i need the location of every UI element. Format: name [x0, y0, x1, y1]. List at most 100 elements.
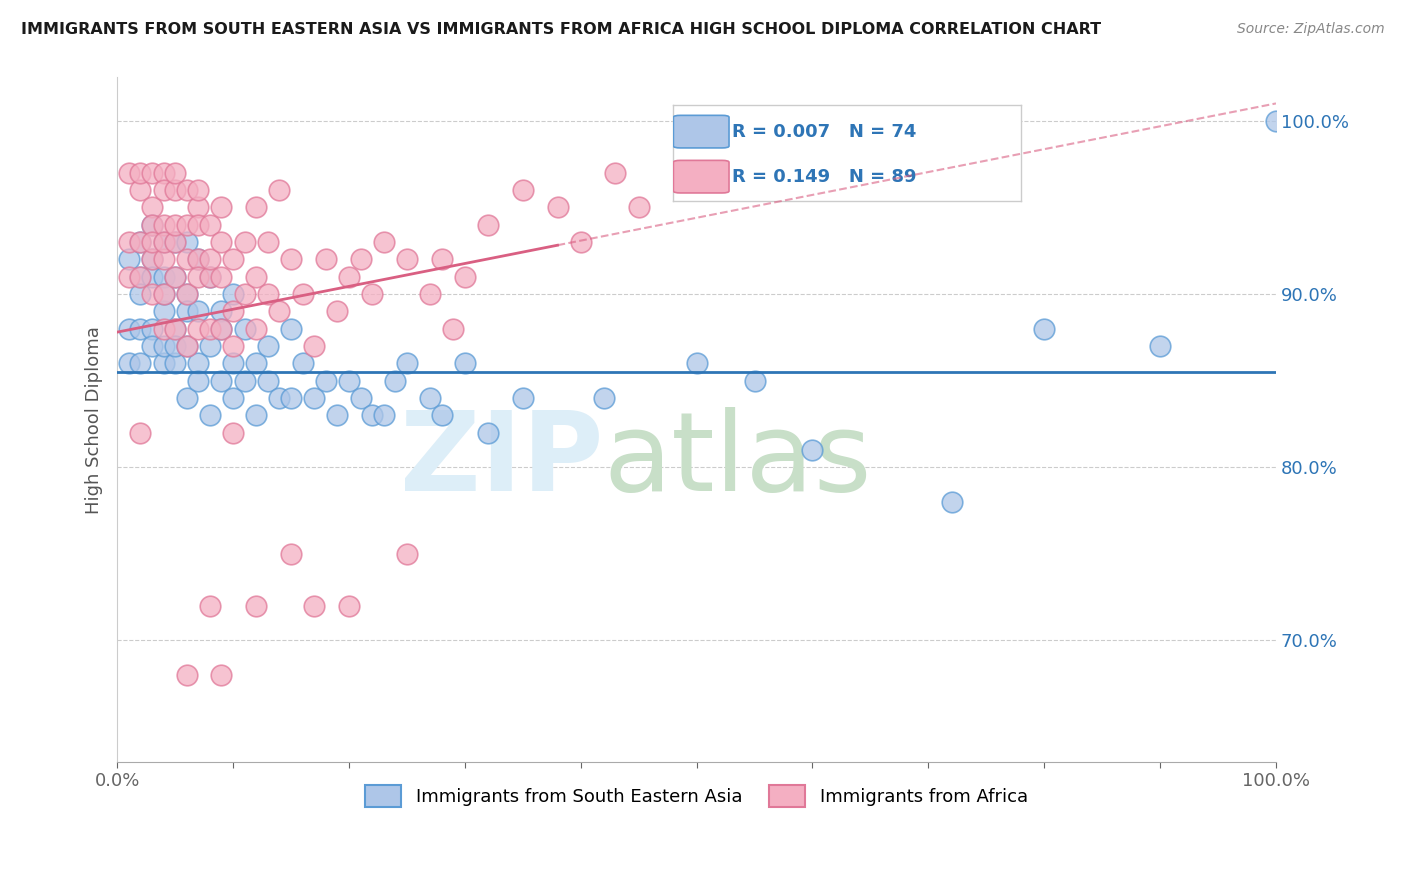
- Point: [302, 599, 325, 613]
- Point: [605, 166, 627, 180]
- Point: [141, 218, 163, 232]
- Point: [198, 269, 221, 284]
- Point: [337, 599, 360, 613]
- Point: [337, 269, 360, 284]
- Point: [222, 287, 245, 301]
- Point: [118, 269, 141, 284]
- Point: [176, 252, 198, 267]
- Point: [941, 495, 963, 509]
- Point: [280, 321, 302, 335]
- Point: [129, 269, 152, 284]
- Point: [256, 374, 278, 388]
- Point: [512, 391, 534, 405]
- Point: [152, 183, 174, 197]
- Point: [326, 304, 349, 318]
- Point: [280, 547, 302, 561]
- Point: [129, 321, 152, 335]
- Point: [222, 252, 245, 267]
- Point: [141, 269, 163, 284]
- Point: [801, 442, 824, 457]
- Point: [129, 235, 152, 249]
- Text: Source: ZipAtlas.com: Source: ZipAtlas.com: [1237, 22, 1385, 37]
- Point: [302, 339, 325, 353]
- Point: [245, 356, 267, 370]
- Point: [373, 409, 395, 423]
- Point: [118, 321, 141, 335]
- Point: [245, 321, 267, 335]
- Point: [165, 183, 187, 197]
- Point: [165, 269, 187, 284]
- Point: [211, 668, 233, 682]
- Point: [280, 252, 302, 267]
- Point: [141, 252, 163, 267]
- Text: ZIP: ZIP: [401, 407, 603, 514]
- Point: [222, 391, 245, 405]
- Point: [152, 166, 174, 180]
- Point: [176, 668, 198, 682]
- Point: [269, 183, 291, 197]
- Point: [152, 287, 174, 301]
- Point: [176, 287, 198, 301]
- Point: [187, 252, 209, 267]
- Point: [176, 339, 198, 353]
- Legend: Immigrants from South Eastern Asia, Immigrants from Africa: Immigrants from South Eastern Asia, Immi…: [359, 778, 1035, 814]
- Point: [198, 252, 221, 267]
- Point: [1033, 321, 1056, 335]
- Point: [152, 269, 174, 284]
- Point: [176, 339, 198, 353]
- Point: [256, 287, 278, 301]
- Point: [269, 391, 291, 405]
- Point: [592, 391, 614, 405]
- Point: [165, 321, 187, 335]
- Point: [141, 287, 163, 301]
- Point: [165, 269, 187, 284]
- Point: [165, 339, 187, 353]
- Point: [349, 391, 371, 405]
- Point: [477, 218, 499, 232]
- Point: [222, 356, 245, 370]
- Point: [141, 200, 163, 214]
- Point: [395, 252, 418, 267]
- Y-axis label: High School Diploma: High School Diploma: [86, 326, 103, 514]
- Point: [198, 218, 221, 232]
- Point: [165, 235, 187, 249]
- Point: [198, 409, 221, 423]
- Point: [744, 166, 766, 180]
- Point: [152, 304, 174, 318]
- Point: [129, 235, 152, 249]
- Point: [187, 356, 209, 370]
- Point: [256, 339, 278, 353]
- Point: [291, 356, 314, 370]
- Point: [165, 218, 187, 232]
- Point: [165, 166, 187, 180]
- Point: [211, 235, 233, 249]
- Point: [165, 235, 187, 249]
- Point: [176, 183, 198, 197]
- Point: [198, 599, 221, 613]
- Point: [152, 252, 174, 267]
- Point: [395, 547, 418, 561]
- Point: [547, 200, 569, 214]
- Point: [291, 287, 314, 301]
- Point: [165, 321, 187, 335]
- Point: [187, 304, 209, 318]
- Point: [349, 252, 371, 267]
- Point: [269, 304, 291, 318]
- Point: [233, 374, 256, 388]
- Point: [245, 200, 267, 214]
- Point: [233, 287, 256, 301]
- Point: [454, 356, 477, 370]
- Point: [198, 321, 221, 335]
- Point: [454, 269, 477, 284]
- Point: [245, 599, 267, 613]
- Point: [118, 235, 141, 249]
- Point: [315, 252, 337, 267]
- Point: [118, 166, 141, 180]
- Text: atlas: atlas: [603, 407, 872, 514]
- Point: [361, 409, 384, 423]
- Point: [315, 374, 337, 388]
- Point: [118, 252, 141, 267]
- Point: [361, 287, 384, 301]
- Point: [222, 425, 245, 440]
- Point: [176, 391, 198, 405]
